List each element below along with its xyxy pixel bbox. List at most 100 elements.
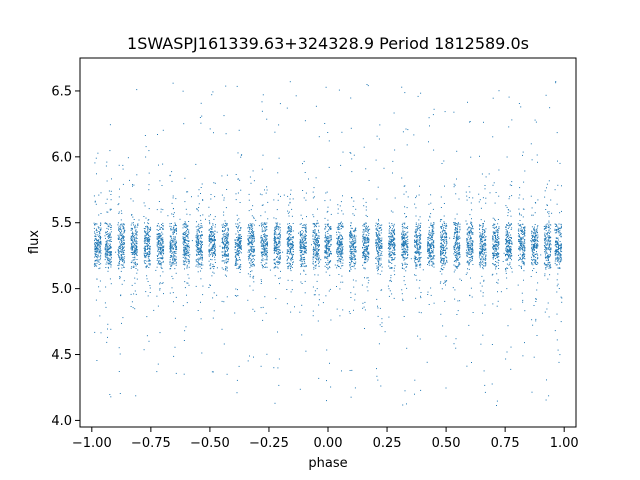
data-point [403,243,405,244]
data-point [389,248,391,250]
data-point [147,235,149,237]
data-point [406,237,408,239]
data-point [267,255,268,257]
data-point [276,244,278,246]
data-point [340,259,342,260]
data-point [364,277,365,279]
data-point [173,256,175,258]
data-point [351,197,353,199]
data-point [226,224,228,226]
data-point [96,246,97,248]
data-point [265,262,267,264]
data-point [301,262,303,264]
data-point [362,264,364,266]
data-point [158,233,159,235]
data-point [148,219,150,221]
data-point [261,256,263,258]
data-point [407,245,408,247]
data-point [341,265,343,267]
data-point [368,233,370,234]
data-point [302,243,304,245]
data-point [174,248,176,250]
data-point [121,231,123,233]
data-point [251,239,253,241]
data-point [250,226,252,228]
data-point [301,239,303,241]
data-point [135,237,137,239]
data-point [313,231,315,233]
data-point [253,263,254,265]
data-point [106,250,108,252]
data-point [365,209,367,211]
data-point [143,260,145,262]
data-point [159,228,161,230]
data-point [251,230,253,231]
data-point [301,239,303,241]
data-point [201,257,203,259]
data-point [274,228,276,230]
data-point [147,234,149,236]
data-point [98,231,100,232]
data-point [121,233,123,235]
data-point [289,240,290,242]
data-point [224,220,226,222]
data-point [149,242,150,244]
data-point [262,238,264,240]
data-point [418,235,420,237]
data-point [184,259,186,261]
data-point [367,251,369,253]
data-point [274,231,276,233]
data-point [260,236,262,238]
data-point [355,237,357,239]
data-point [352,279,354,281]
data-point [253,281,255,283]
data-point [315,234,316,236]
data-point [200,248,202,250]
data-point [403,276,405,277]
data-point [200,270,201,272]
data-point [144,237,146,239]
data-point [173,255,175,257]
data-point [118,268,120,270]
data-point [317,222,319,224]
data-point [340,249,342,251]
data-point [215,254,216,256]
data-point [223,247,224,249]
data-point [351,255,352,257]
data-point [390,248,392,250]
data-point [159,263,161,265]
data-point [226,266,228,268]
data-point [338,257,340,259]
data-point [214,248,215,249]
data-point [188,249,190,251]
data-point [420,312,422,314]
data-point [176,233,177,235]
data-point [119,248,121,249]
data-point [326,257,328,259]
data-point [212,255,213,257]
data-point [375,256,377,258]
data-point [278,241,280,243]
data-point [132,253,134,255]
data-point [291,208,293,210]
data-point [278,242,280,244]
data-point [289,228,291,230]
data-point [251,258,253,260]
data-point [160,238,162,240]
data-point [393,249,395,251]
data-point [303,251,305,253]
data-point [145,235,147,237]
data-point [173,241,174,243]
data-point [315,267,317,269]
data-point [182,224,184,226]
data-point [266,186,268,188]
data-point [200,227,202,229]
data-point [366,256,368,257]
data-point [97,248,99,250]
data-point [132,235,133,237]
data-point [104,235,106,237]
data-point [381,246,382,248]
data-point [236,214,238,216]
data-point [146,252,148,254]
data-point [261,254,263,256]
